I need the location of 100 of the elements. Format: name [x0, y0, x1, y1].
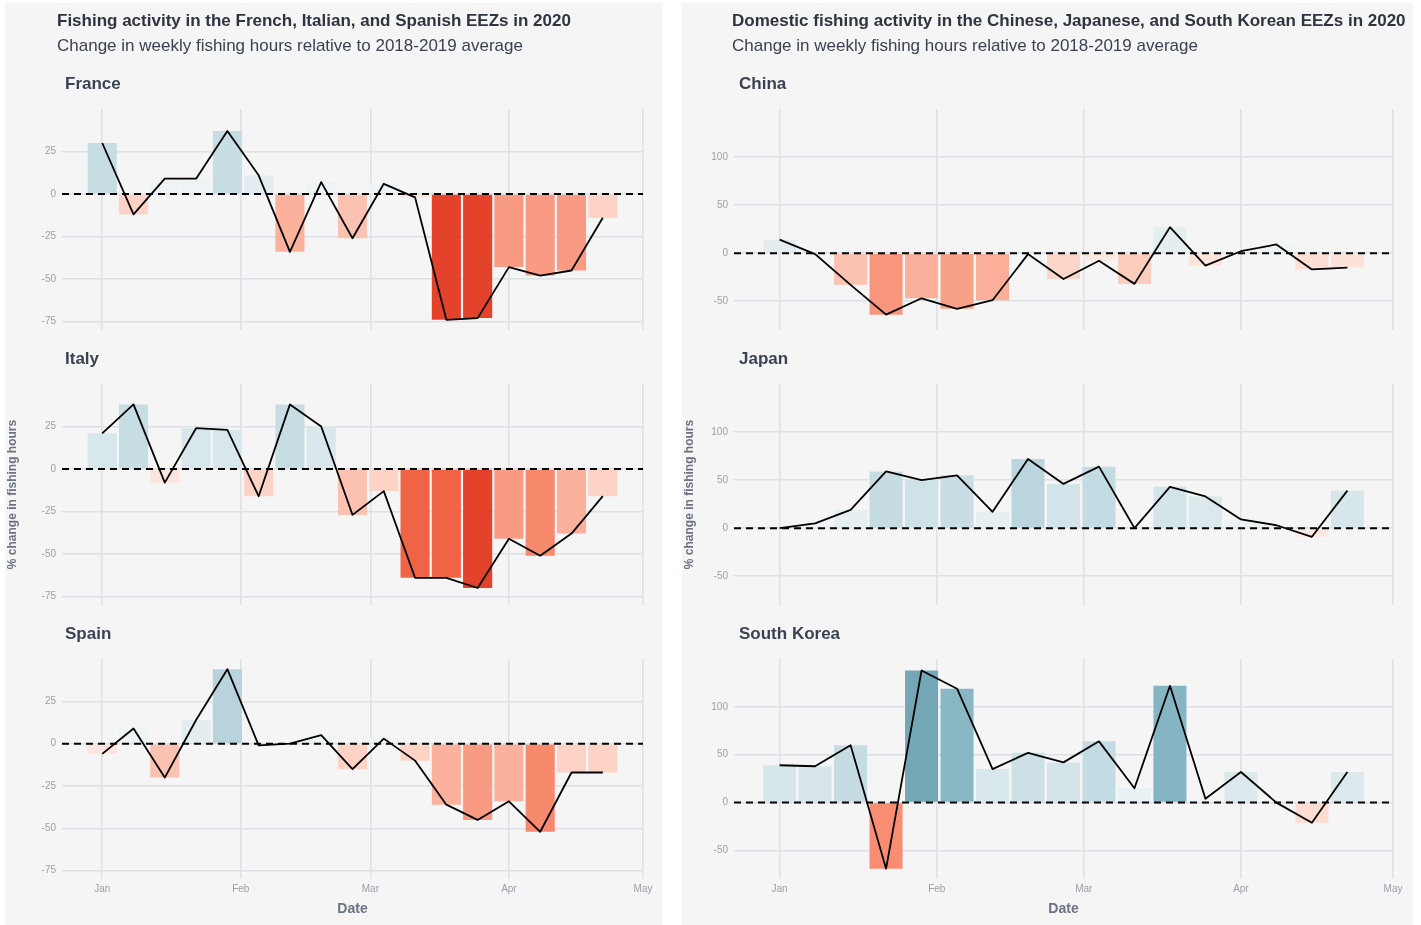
y-tick-label: 0	[722, 521, 729, 533]
y-tick-label: 100	[711, 425, 729, 437]
x-tick-label: Jan	[94, 882, 111, 894]
bar	[1047, 483, 1080, 528]
y-tick-label: -75	[41, 864, 57, 876]
text: Fishing activity in the French, Italian, and Spanish EEZs in 2020	[56, 10, 572, 32]
y-tick-label: -75	[41, 315, 57, 327]
bar	[940, 688, 974, 802]
x-tick-label: Feb	[928, 882, 946, 894]
bar	[834, 509, 868, 528]
bar	[556, 469, 587, 534]
bar	[463, 194, 493, 319]
bar	[1011, 458, 1045, 528]
chart-title: Japan	[738, 348, 790, 370]
bar	[431, 194, 461, 320]
bar	[869, 471, 903, 528]
y-tick-label: -75	[41, 590, 57, 602]
text: Change in weekly fishing hours relative to 2018-2019 average	[731, 35, 1199, 57]
x-tick-label: Mar	[1075, 882, 1094, 894]
bar	[494, 744, 524, 802]
y-tick-label: 100	[711, 150, 729, 162]
y-tick-label: -50	[41, 822, 57, 834]
y-tick-label: -25	[41, 230, 57, 242]
bar	[905, 253, 939, 299]
y-tick-label: -50	[713, 844, 729, 856]
y-tick-label: -50	[41, 547, 57, 559]
bar	[275, 194, 305, 252]
bar	[494, 469, 524, 539]
bar	[463, 469, 493, 588]
bar	[525, 744, 555, 832]
bar	[212, 131, 242, 194]
bar	[525, 469, 555, 556]
y-tick-label: -25	[41, 505, 57, 517]
chart-title: China	[738, 73, 788, 95]
x-axis-title: Date	[1048, 900, 1079, 917]
x-tick-label: Apr	[1233, 882, 1250, 894]
bar	[337, 469, 368, 515]
y-tick-label: -25	[41, 779, 57, 791]
bar	[181, 719, 211, 743]
y-axis-title: % change in fishing hours	[4, 419, 19, 570]
y-tick-label: 25	[44, 695, 57, 707]
bar	[1082, 466, 1116, 528]
x-tick-label: Feb	[232, 882, 250, 894]
bar	[1047, 253, 1080, 280]
bar	[431, 469, 461, 578]
bar	[976, 253, 1010, 301]
y-tick-label: 25	[44, 145, 57, 157]
bar	[431, 744, 461, 805]
bar	[400, 469, 430, 578]
x-tick-label: May	[1383, 882, 1403, 894]
bar	[905, 670, 939, 802]
bar	[369, 469, 399, 492]
y-tick-label: 0	[50, 462, 57, 474]
bar	[337, 194, 368, 239]
bar	[212, 669, 242, 743]
bar	[118, 404, 149, 469]
bar	[1011, 752, 1045, 802]
x-tick-label: May	[633, 882, 653, 894]
bar	[1082, 253, 1116, 261]
bar	[1153, 685, 1187, 802]
y-axis-title: % change in fishing hours	[681, 419, 696, 570]
bar	[494, 194, 524, 268]
bar	[1117, 788, 1151, 802]
bar	[976, 511, 1010, 528]
y-tick-label: 100	[711, 700, 729, 712]
bar	[1117, 253, 1151, 284]
bar	[1330, 253, 1364, 268]
text: Change in weekly fishing hours relative to 2018-2019 average	[56, 35, 524, 57]
y-tick-label: 0	[50, 187, 57, 199]
y-tick-label: -50	[713, 569, 729, 581]
bar	[869, 253, 903, 315]
x-tick-label: Mar	[361, 882, 380, 894]
bar	[463, 744, 493, 820]
x-axis-title: Date	[337, 900, 368, 917]
bar	[1082, 741, 1116, 802]
chart-title: Spain	[64, 623, 113, 645]
bar	[556, 194, 587, 271]
chart-title: Italy	[64, 348, 101, 370]
y-tick-label: -50	[41, 272, 57, 284]
bar	[275, 404, 305, 469]
chart-title: France	[64, 73, 122, 95]
text: Domestic fishing activity in the Chinese, Japanese, and South Korean EEZs in 2020	[731, 10, 1407, 32]
y-tick-label: 0	[722, 796, 729, 808]
y-tick-label: 0	[722, 246, 729, 258]
bar	[588, 469, 618, 497]
bar	[834, 253, 868, 285]
y-tick-label: 25	[44, 420, 57, 432]
chart-title: South Korea	[738, 623, 842, 645]
y-tick-label: 50	[716, 748, 729, 760]
y-tick-label: 0	[50, 737, 57, 749]
bar	[244, 175, 274, 194]
bar	[588, 194, 618, 218]
bar	[905, 480, 939, 528]
bar	[588, 744, 618, 773]
y-tick-label: -50	[713, 294, 729, 306]
x-tick-label: Apr	[501, 882, 518, 894]
bar	[940, 475, 974, 528]
bar	[940, 253, 974, 309]
x-tick-label: Jan	[771, 882, 788, 894]
bar	[87, 143, 117, 194]
